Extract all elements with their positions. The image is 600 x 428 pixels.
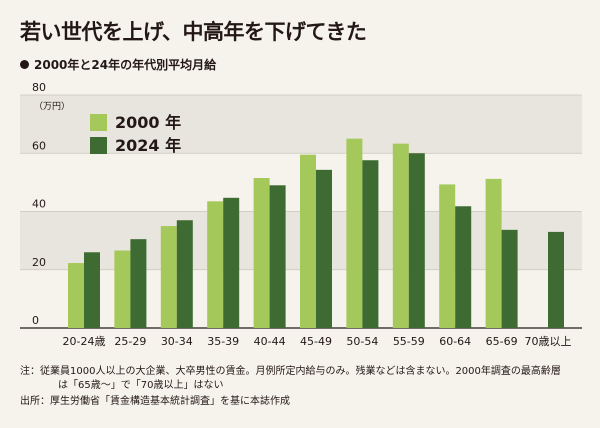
- bullet-icon: [20, 60, 29, 69]
- legend-label: 2000 年: [115, 113, 181, 132]
- x-tick-label: 65-69: [486, 335, 518, 348]
- bar-2000: [300, 154, 316, 328]
- y-tick-label: 80: [32, 81, 46, 94]
- y-axis-unit: （万円）: [34, 101, 70, 112]
- x-tick-label: 45-49: [300, 335, 332, 348]
- bar-2024: [548, 231, 564, 328]
- x-tick-label: 20-24歳: [63, 335, 106, 348]
- bar-2000: [114, 250, 131, 328]
- bar-2000: [207, 201, 224, 328]
- source-note: 出所：厚生労働省「賃金構造基本統計調査」を基に本誌作成: [20, 396, 290, 407]
- bar-2024: [130, 239, 147, 328]
- x-tick-label: 55-59: [393, 335, 425, 348]
- x-tick-label: 50-54: [346, 335, 378, 348]
- x-tick-label: 60-64: [439, 335, 471, 348]
- legend-swatch: [90, 137, 107, 154]
- x-tick-label: 70歳以上: [525, 335, 572, 348]
- bar-chart: 0 20 40 60 80 （万円） 20-24歳 25-29 30-34 35-39 40-44 4…: [20, 81, 582, 348]
- legend-label: 2024 年: [115, 136, 181, 155]
- bar-2024: [269, 185, 286, 328]
- bar-2000: [68, 263, 84, 328]
- bar-2024: [176, 220, 193, 328]
- x-tick-label: 35-39: [207, 335, 239, 348]
- bar-2024: [455, 206, 472, 328]
- chart-subtitle: 2000年と24年の年代別平均月給: [20, 56, 216, 73]
- x-tick-label: 25-29: [114, 335, 146, 348]
- y-tick-label: 60: [32, 139, 46, 152]
- bar-2000: [160, 226, 177, 328]
- bar-2000: [346, 138, 363, 328]
- legend-swatch: [90, 114, 107, 131]
- bar-2024: [84, 252, 100, 328]
- bar-2024: [501, 229, 518, 328]
- y-tick-label: 20: [32, 256, 46, 269]
- x-tick-label: 30-34: [161, 335, 193, 348]
- bar-2024: [408, 153, 425, 328]
- footnote-continued: は「65歳～」で「70歳以上」はない: [58, 380, 224, 391]
- bar-2000: [439, 184, 456, 328]
- y-tick-label: 40: [32, 198, 46, 211]
- bar-2024: [223, 197, 240, 328]
- y-tick-label: 0: [32, 314, 39, 327]
- bar-2000: [485, 178, 502, 328]
- x-tick-label: 40-44: [254, 335, 286, 348]
- bar-2000: [392, 143, 409, 328]
- chart-subtitle-text: 2000年と24年の年代別平均月給: [34, 58, 217, 72]
- grid-band: [20, 95, 582, 154]
- bar-2024: [316, 169, 332, 328]
- footnote: 注：従業員1000人以上の大企業、大卒男性の賃金。月例所定内給与のみ。残業などは…: [20, 366, 561, 377]
- bar-2024: [362, 160, 379, 328]
- chart-title: 若い世代を上げ、中高年を下げてきた: [20, 20, 367, 44]
- bar-2000: [253, 178, 270, 328]
